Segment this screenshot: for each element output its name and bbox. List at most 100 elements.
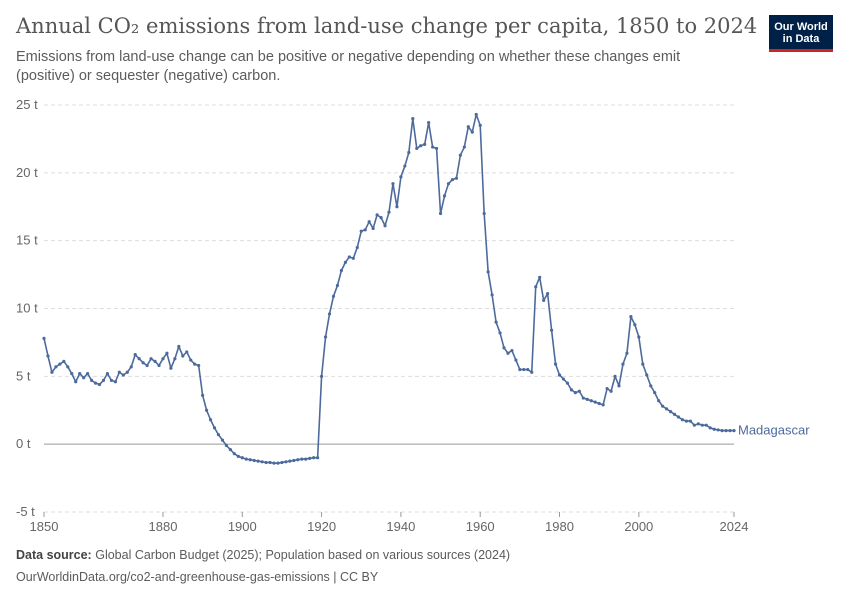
y-tick-label: 10 t: [16, 301, 38, 316]
data-point: [343, 260, 347, 264]
data-point: [458, 153, 462, 157]
source-label: Data source:: [16, 548, 92, 562]
series-line: [43, 113, 734, 464]
data-point: [105, 372, 110, 376]
data-point: [280, 460, 284, 465]
data-point: [189, 358, 193, 362]
data-point: [649, 384, 653, 388]
data-point: [510, 348, 514, 353]
data-point: [478, 123, 482, 127]
data-point: [419, 144, 423, 148]
data-point: [58, 362, 62, 366]
data-point: [657, 399, 661, 403]
data-point: [470, 130, 474, 134]
data-point: [684, 419, 689, 423]
data-point: [522, 367, 526, 372]
data-point: [597, 401, 601, 406]
data-point: [272, 461, 276, 465]
data-point: [633, 323, 637, 327]
data-point: [427, 121, 431, 125]
data-point: [668, 410, 673, 414]
data-point: [78, 372, 82, 376]
data-point: [284, 460, 288, 464]
data-point: [296, 458, 300, 462]
data-point: [431, 145, 435, 149]
data-point: [363, 228, 367, 232]
url-license[interactable]: OurWorldinData.org/co2-and-greenhouse-ga…: [16, 570, 379, 584]
x-tick-label: 1880: [149, 519, 178, 534]
data-point: [359, 229, 363, 233]
data-point: [121, 373, 125, 377]
data-point: [169, 366, 173, 370]
data-point: [605, 386, 609, 391]
data-point: [256, 459, 260, 463]
data-point: [577, 389, 581, 393]
data-point: [228, 447, 232, 452]
data-point: [323, 335, 328, 339]
data-point: [181, 354, 185, 358]
data-point: [86, 372, 90, 376]
data-point: [565, 381, 570, 385]
data-point: [553, 362, 558, 366]
data-point: [70, 372, 74, 376]
data-point: [137, 357, 141, 361]
data-point: [288, 459, 292, 463]
data-point: [446, 182, 451, 186]
data-point: [351, 256, 355, 260]
data-point: [502, 346, 506, 350]
data-point: [708, 426, 712, 430]
series-label: Madagascar: [738, 423, 810, 438]
data-point: [232, 452, 236, 456]
data-point: [292, 458, 296, 463]
data-point: [514, 358, 518, 362]
data-point: [383, 224, 387, 228]
data-point: [664, 407, 669, 411]
data-point: [442, 194, 447, 198]
data-point: [260, 460, 264, 464]
data-point: [637, 335, 641, 339]
data-point: [216, 433, 221, 437]
data-point: [74, 380, 78, 384]
data-point: [185, 350, 189, 354]
y-tick-label: 20 t: [16, 165, 38, 180]
data-point: [141, 361, 145, 365]
data-point: [482, 211, 486, 216]
data-point: [593, 400, 597, 404]
data-point: [82, 376, 86, 380]
data-point: [621, 362, 625, 366]
data-point: [676, 415, 681, 419]
data-point: [569, 388, 574, 392]
y-tick-label: 0 t: [16, 436, 31, 451]
y-tick-label: 5 t: [16, 368, 31, 383]
data-point: [641, 362, 645, 366]
data-point: [201, 393, 205, 397]
owid-logo[interactable]: Our World in Data: [769, 15, 833, 52]
data-point: [149, 357, 153, 361]
data-point: [538, 275, 542, 279]
data-point: [371, 226, 375, 231]
data-point: [308, 456, 312, 461]
y-tick-label: 25 t: [16, 97, 38, 112]
data-point: [454, 176, 459, 180]
x-tick-label: 1940: [386, 519, 415, 534]
y-tick-label: -5 t: [16, 504, 35, 519]
chart-title: Annual CO₂ emissions from land-use chang…: [16, 14, 758, 38]
data-point: [66, 365, 70, 369]
data-point: [661, 404, 665, 408]
data-point: [573, 391, 577, 395]
data-point: [236, 454, 240, 458]
data-point: [672, 412, 677, 416]
data-point: [542, 298, 546, 302]
x-tick-label: 1900: [228, 519, 257, 534]
logo-line-2: in Data: [782, 33, 820, 45]
data-point: [319, 374, 324, 378]
data-point: [375, 213, 379, 217]
data-point: [300, 457, 304, 461]
data-point: [312, 456, 316, 460]
x-tick-label: 1920: [307, 519, 336, 534]
data-point: [395, 205, 399, 209]
data-point: [407, 150, 411, 155]
data-point: [133, 353, 137, 357]
data-point: [220, 438, 225, 442]
data-point: [177, 344, 181, 349]
